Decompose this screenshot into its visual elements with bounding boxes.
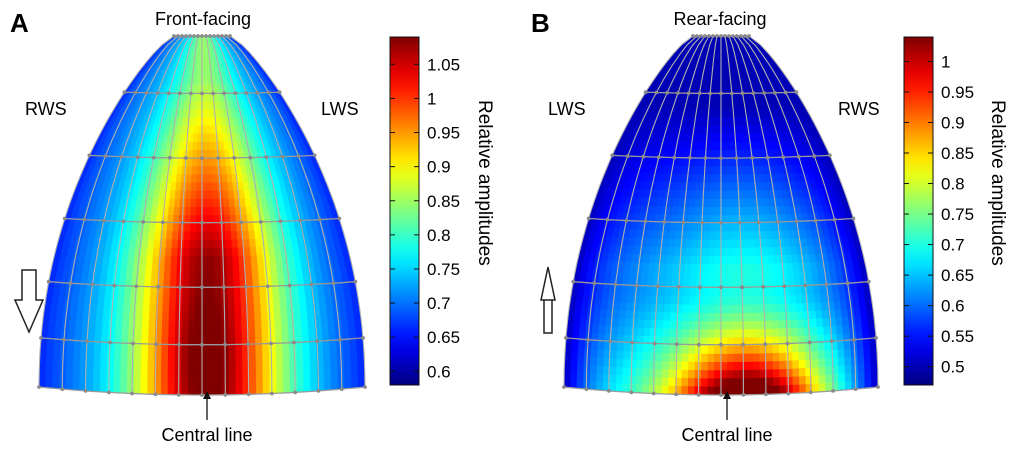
panel-a-central-line-label: Central line xyxy=(161,425,252,445)
panel-a-colorbar: 0.6 0.65 0.7 0.75 0.8 0.85 0.9 0.95 1 1.05 Relati… xyxy=(389,36,495,386)
colorbar-tick-label: 0.95 xyxy=(941,83,974,102)
panel-b-colorbar: 0.5 0.55 0.6 0.65 0.7 0.75 0.8 0.85 0.9 0.95 1 Rel… xyxy=(903,36,1008,386)
colorbar-tick-label: 0.65 xyxy=(941,266,974,285)
panel-a-title: Front-facing xyxy=(155,9,251,29)
panel-a-direction-arrow-down xyxy=(13,269,45,334)
panel-a-colorbar-scale xyxy=(389,36,420,386)
panel-b-left-label: LWS xyxy=(548,99,586,119)
colorbar-tick-label: 0.6 xyxy=(941,297,965,316)
colorbar-tick-label: 0.75 xyxy=(427,260,460,279)
colorbar-tick-label: 1.05 xyxy=(427,55,460,74)
colorbar-tick-label: 0.8 xyxy=(941,175,965,194)
colorbar-tick-label: 0.9 xyxy=(427,158,451,177)
colorbar-tick-label: 0.85 xyxy=(427,192,460,211)
panel-b-direction-arrow-up xyxy=(540,266,556,334)
colorbar-tick-label: 0.9 xyxy=(941,113,965,132)
panel-letter-b: B xyxy=(531,8,550,38)
panel-b-central-line-marker xyxy=(723,391,731,420)
panel-a-left-label: RWS xyxy=(25,99,67,119)
panel-letter-a: A xyxy=(10,8,29,38)
colorbar-tick-label: 0.5 xyxy=(941,358,965,377)
colorbar-tick-label: 0.8 xyxy=(427,226,451,245)
colorbar-tick-label: 0.55 xyxy=(941,327,974,346)
panel-a-mesh xyxy=(37,34,367,397)
colorbar-tick-label: 0.65 xyxy=(427,328,460,347)
panel-b-heatmap xyxy=(564,36,878,395)
panel-a-colorbar-label: Relative amplitudes xyxy=(474,100,495,266)
colorbar-tick-label: 0.7 xyxy=(941,236,965,255)
panel-b-right-label: RWS xyxy=(838,99,880,119)
panel-b-central-line-label: Central line xyxy=(681,425,772,445)
panel-b-mesh xyxy=(562,34,880,397)
colorbar-tick-label: 1 xyxy=(427,89,436,108)
colorbar-tick-label: 0.6 xyxy=(427,362,451,381)
colorbar-tick-label: 0.75 xyxy=(941,205,974,224)
panel-a: A Front-facing RWS LWS Central line 0.60… xyxy=(10,8,495,445)
colorbar-tick-label: 0.85 xyxy=(941,144,974,163)
colorbar-tick-label: 0.7 xyxy=(427,294,451,313)
panel-b-colorbar-scale xyxy=(903,36,934,386)
panel-a-central-line-marker xyxy=(203,391,211,420)
colorbar-tick-label: 0.95 xyxy=(427,124,460,143)
panel-a-right-label: LWS xyxy=(321,99,359,119)
colorbar-tick-label: 1 xyxy=(941,52,950,71)
panel-b: B Rear-facing LWS RWS Central line 0.50.… xyxy=(531,8,1008,445)
panel-b-colorbar-label: Relative amplitudes xyxy=(987,100,1008,266)
panel-b-title: Rear-facing xyxy=(673,9,766,29)
